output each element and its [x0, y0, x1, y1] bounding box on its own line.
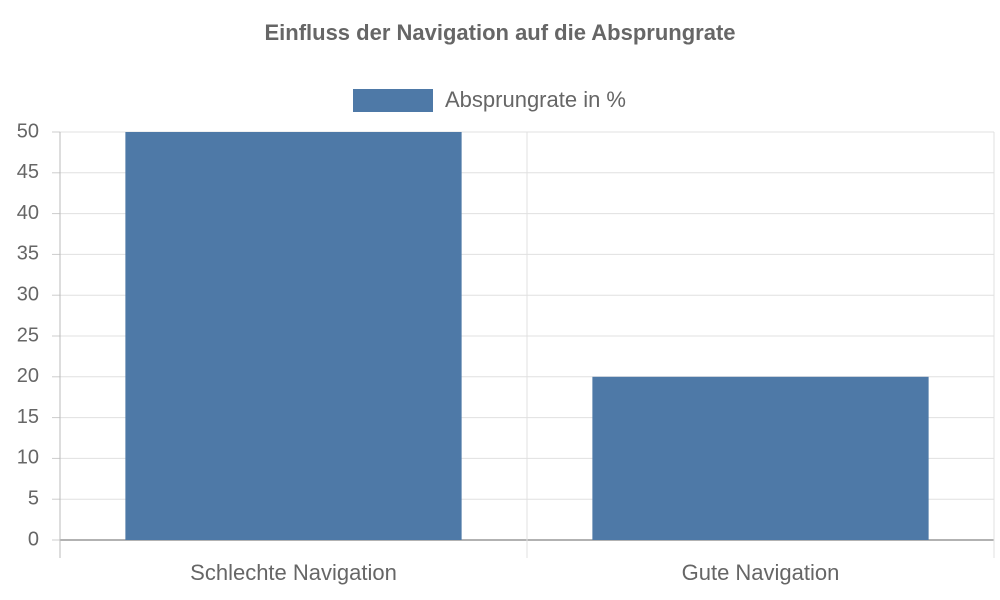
y-tick-label: 10 — [17, 447, 39, 469]
legend-swatch — [353, 89, 433, 112]
y-tick-label: 40 — [17, 202, 39, 224]
x-tick-label: Gute Navigation — [682, 560, 840, 585]
y-tick-label: 35 — [17, 243, 39, 265]
bar — [592, 376, 929, 540]
x-tick-label: Schlechte Navigation — [190, 560, 397, 585]
legend-label: Absprungrate in % — [445, 87, 626, 112]
y-tick-label: 20 — [17, 365, 39, 387]
y-tick-label: 25 — [17, 324, 39, 346]
y-tick-label: 45 — [17, 161, 39, 183]
y-tick-label: 0 — [28, 528, 39, 550]
y-tick-label: 5 — [28, 487, 39, 509]
y-tick-label: 15 — [17, 406, 39, 428]
y-tick-label: 30 — [17, 283, 39, 305]
y-tick-label: 50 — [17, 120, 39, 142]
bar — [125, 132, 462, 540]
chart-title: Einfluss der Navigation auf die Absprung… — [264, 20, 735, 45]
